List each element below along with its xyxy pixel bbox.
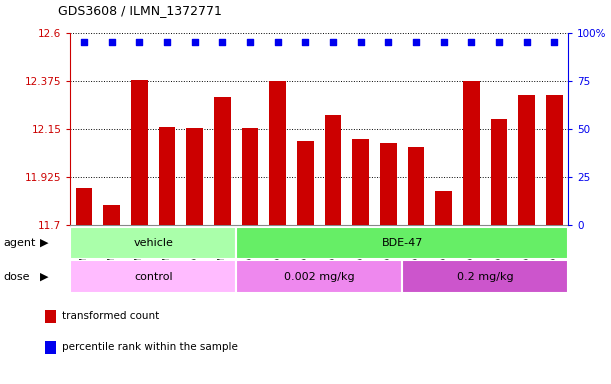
Bar — [159, 126, 175, 225]
Bar — [186, 127, 203, 225]
Bar — [103, 205, 120, 225]
Bar — [236, 227, 568, 259]
Bar — [214, 97, 231, 225]
Text: vehicle: vehicle — [133, 238, 173, 248]
Bar — [131, 79, 148, 225]
Bar — [45, 341, 56, 354]
Bar — [70, 260, 236, 293]
Point — [79, 39, 89, 45]
Text: agent: agent — [3, 238, 35, 248]
Point — [384, 39, 393, 45]
Point — [439, 39, 448, 45]
Text: 0.2 mg/kg: 0.2 mg/kg — [457, 271, 514, 282]
Point — [549, 39, 559, 45]
Bar — [463, 81, 480, 225]
Point — [245, 39, 255, 45]
Point — [301, 39, 310, 45]
Bar — [297, 141, 313, 225]
Point — [494, 39, 504, 45]
Bar — [45, 310, 56, 323]
Text: control: control — [134, 271, 172, 282]
Point — [411, 39, 421, 45]
Bar — [518, 94, 535, 225]
Bar — [325, 115, 342, 225]
Point — [356, 39, 365, 45]
Text: dose: dose — [3, 271, 29, 282]
Point — [134, 39, 144, 45]
Bar — [76, 189, 92, 225]
Point — [328, 39, 338, 45]
Bar — [353, 139, 369, 225]
Point — [162, 39, 172, 45]
Text: ▶: ▶ — [40, 271, 48, 282]
Bar — [408, 147, 425, 225]
Bar — [491, 119, 507, 225]
Point — [218, 39, 227, 45]
Text: ▶: ▶ — [40, 238, 48, 248]
Bar — [380, 142, 397, 225]
Point — [273, 39, 283, 45]
Bar — [236, 260, 402, 293]
Point — [107, 39, 117, 45]
Point — [467, 39, 477, 45]
Bar — [546, 94, 563, 225]
Text: BDE-47: BDE-47 — [381, 238, 423, 248]
Text: transformed count: transformed count — [62, 311, 159, 321]
Bar — [402, 260, 568, 293]
Bar — [436, 190, 452, 225]
Bar — [242, 127, 258, 225]
Text: 0.002 mg/kg: 0.002 mg/kg — [284, 271, 354, 282]
Text: GDS3608 / ILMN_1372771: GDS3608 / ILMN_1372771 — [58, 4, 222, 17]
Bar — [70, 227, 236, 259]
Point — [190, 39, 200, 45]
Bar — [269, 81, 286, 225]
Point — [522, 39, 532, 45]
Text: percentile rank within the sample: percentile rank within the sample — [62, 342, 238, 352]
